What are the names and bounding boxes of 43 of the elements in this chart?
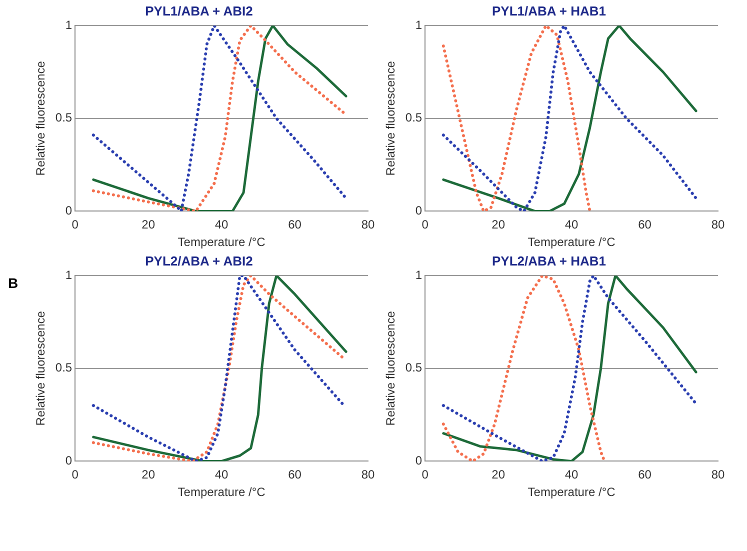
- chart-title: PYL2/ABA + ABI2: [145, 253, 253, 268]
- y-tick-label: 0: [65, 204, 72, 218]
- x-tick-label: 20: [492, 468, 506, 482]
- y-axis-title: Relative fluorescence: [384, 60, 398, 176]
- x-tick-label: 40: [564, 468, 579, 482]
- y-tick-label: 0: [415, 204, 422, 218]
- y-tick-label: 1: [65, 18, 72, 32]
- y-axis-title: Relative fluorescence: [34, 310, 48, 426]
- x-tick-label: 60: [638, 218, 652, 232]
- y-tick-label: 0: [65, 454, 72, 468]
- x-tick-label: 20: [142, 468, 156, 482]
- y-tick-label: 0: [415, 454, 422, 468]
- chart-title: PYL1/ABA + ABI2: [145, 3, 253, 18]
- x-tick-label: 60: [638, 468, 652, 482]
- y-tick-label: 0.5: [405, 360, 422, 375]
- x-tick-label: 60: [288, 218, 302, 232]
- x-tick-label: 40: [214, 218, 229, 232]
- line-series: [442, 276, 606, 462]
- chart-title: PYL2/ABA + HAB1: [492, 253, 606, 268]
- y-tick-label: 0.5: [405, 110, 422, 125]
- y-tick-label: 0.5: [55, 110, 72, 125]
- y-axis-title: Relative fluorescence: [34, 60, 48, 176]
- x-tick-label: 40: [214, 468, 229, 482]
- x-tick-label: 20: [492, 218, 506, 232]
- x-tick-label: 80: [361, 218, 375, 232]
- chart-title: PYL1/ABA + HAB1: [492, 3, 606, 18]
- y-axis-title: Relative fluorescence: [384, 310, 398, 426]
- y-tick-label: 1: [415, 18, 422, 32]
- x-axis-title: Temperature /°C: [178, 235, 266, 250]
- x-axis-title: Temperature /°C: [178, 485, 266, 500]
- x-axis-title: Temperature /°C: [528, 235, 616, 250]
- y-tick-label: 1: [415, 268, 422, 282]
- x-tick-label: 20: [142, 218, 156, 232]
- x-tick-label: 80: [711, 218, 725, 232]
- y-tick-label: 0.5: [55, 360, 72, 375]
- x-tick-label: 80: [711, 468, 725, 482]
- x-tick-label: 60: [288, 468, 302, 482]
- x-tick-label: 40: [564, 218, 579, 232]
- text: B: [8, 275, 18, 291]
- x-tick-label: 80: [361, 468, 375, 482]
- x-axis-title: Temperature /°C: [528, 485, 616, 500]
- line-series: [442, 26, 592, 212]
- y-tick-label: 1: [65, 268, 72, 282]
